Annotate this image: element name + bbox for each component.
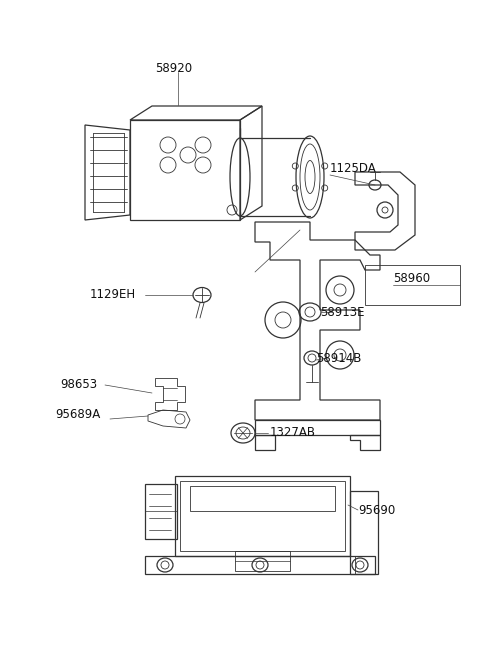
Bar (175, 476, 350, 556)
Text: 58914B: 58914B (316, 352, 361, 364)
Text: 58920: 58920 (155, 62, 192, 75)
Bar (235, 551, 290, 571)
Text: 1327AB: 1327AB (270, 426, 316, 438)
Bar (190, 486, 335, 511)
Bar (365, 265, 460, 305)
Text: 58913E: 58913E (320, 305, 364, 318)
Bar (145, 556, 375, 574)
Text: 95690: 95690 (358, 504, 395, 517)
Bar (180, 481, 345, 551)
Text: 95689A: 95689A (55, 409, 100, 422)
Text: 1129EH: 1129EH (90, 288, 136, 301)
Bar (145, 484, 177, 539)
Text: 58960: 58960 (393, 272, 430, 284)
Text: 98653: 98653 (60, 379, 97, 392)
Text: 1125DA: 1125DA (330, 162, 377, 174)
